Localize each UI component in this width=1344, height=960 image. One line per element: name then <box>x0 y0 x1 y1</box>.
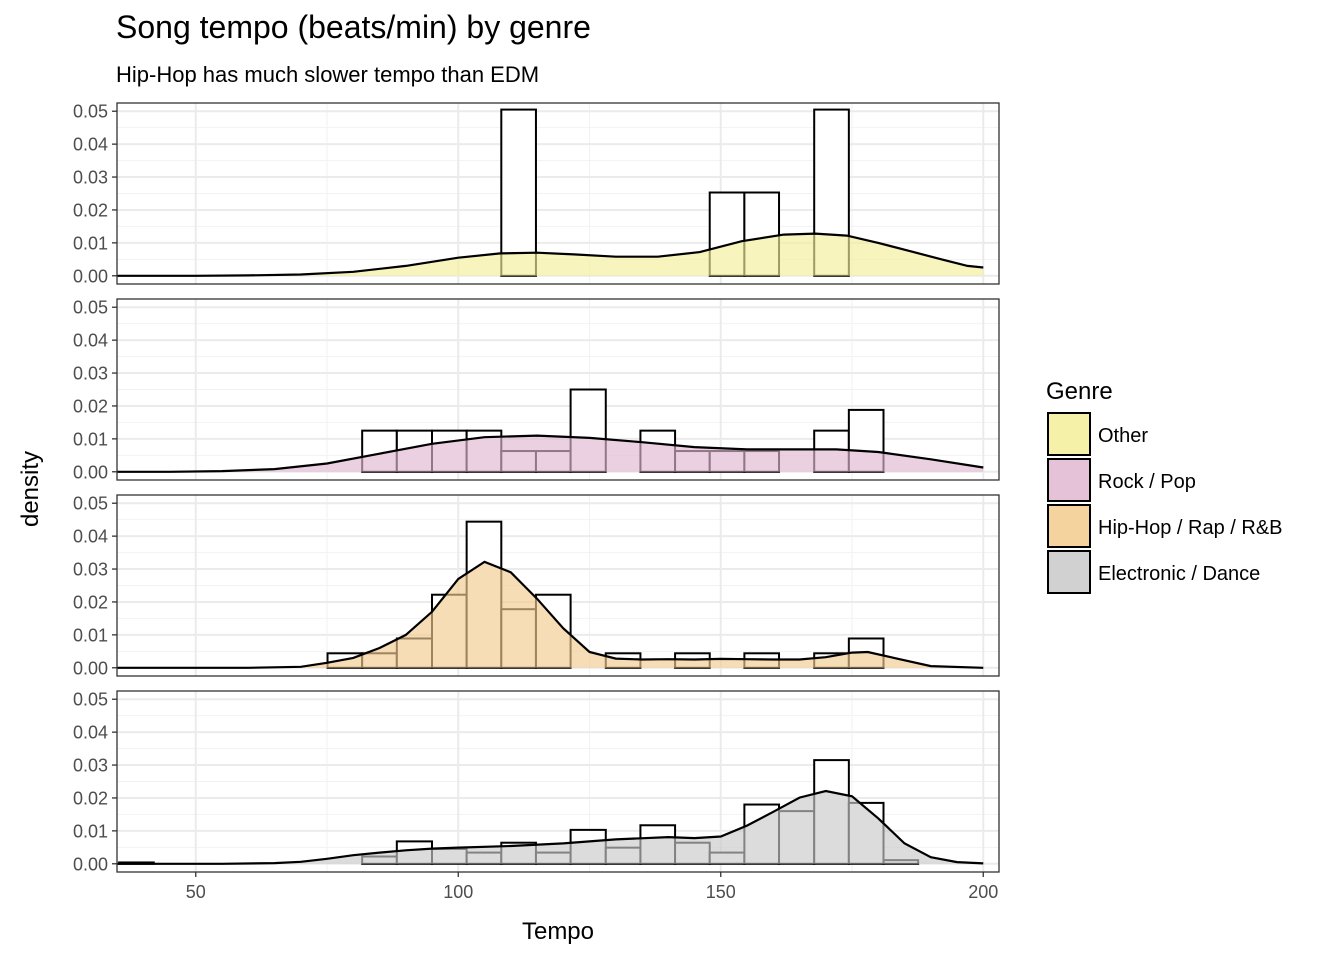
x-tick-label: 50 <box>186 882 206 902</box>
y-axis-label: density <box>17 451 44 527</box>
density-line <box>117 560 984 669</box>
y-tick-label: 0.00 <box>73 854 108 874</box>
panel-border <box>116 298 1000 481</box>
density-area <box>117 233 984 276</box>
y-tick-label: 0.05 <box>73 690 108 710</box>
panel-border <box>116 102 1000 285</box>
legend-item: Other <box>1047 412 1148 456</box>
y-tick-label: 0.00 <box>73 266 108 286</box>
y-tick-label: 0.01 <box>73 821 108 841</box>
panel-other: 0.00 0.01 0.02 0.03 0.04 0.05 <box>73 102 1000 286</box>
y-tick-label: 0.05 <box>73 494 108 514</box>
x-tick-label: 200 <box>968 882 998 902</box>
legend-label: Rock / Pop <box>1098 471 1196 493</box>
legend-title: Genre <box>1046 378 1113 405</box>
y-tick-label: 0.01 <box>73 233 108 253</box>
y-tick-label: 0.01 <box>73 625 108 645</box>
x-tick-label: 150 <box>706 882 736 902</box>
y-tick-label: 0.03 <box>73 560 108 580</box>
legend-label: Hip-Hop / Rap / R&B <box>1098 517 1283 539</box>
y-tick-label: 0.02 <box>73 788 108 808</box>
chart-title: Song tempo (beats/min) by genre <box>116 9 591 45</box>
y-tick-label: 0.00 <box>73 462 108 482</box>
legend-item: Hip-Hop / Rap / R&B <box>1047 504 1283 548</box>
histogram-bar <box>500 108 537 277</box>
chart-subtitle: Hip-Hop has much slower tempo than EDM <box>116 62 539 87</box>
panel-border <box>116 494 1000 677</box>
legend-key <box>1047 550 1091 594</box>
y-tick-label: 0.05 <box>73 102 108 122</box>
y-tick-label: 0.03 <box>73 364 108 384</box>
y-tick-label: 0.05 <box>73 298 108 318</box>
legend-key <box>1047 458 1091 502</box>
panel-hip-hop-rap-r-b: 0.00 0.01 0.02 0.03 0.04 0.05 <box>73 494 1000 678</box>
y-tick-label: 0.04 <box>73 135 108 155</box>
legend: Genre Other Rock / Pop Hip-Hop / Rap / R&B… <box>1046 378 1283 594</box>
x-axis-label: Tempo <box>522 918 594 945</box>
panel-electronic-dance: 0.00 0.01 0.02 0.03 0.04 0.05 <box>73 690 1000 874</box>
y-tick-label: 0.02 <box>73 396 108 416</box>
y-tick-label: 0.04 <box>73 331 108 351</box>
y-tick-label: 0.00 <box>73 658 108 678</box>
y-tick-label: 0.02 <box>73 200 108 220</box>
legend-item: Electronic / Dance <box>1047 550 1260 594</box>
facet-panels: 0.00 0.01 0.02 0.03 0.04 0.05 0.00 0.01 0.02 0.03… <box>73 102 1000 874</box>
legend-label: Other <box>1098 425 1148 447</box>
y-tick-label: 0.03 <box>73 168 108 188</box>
legend-label: Electronic / Dance <box>1098 563 1260 585</box>
x-tick-label: 100 <box>443 882 473 902</box>
y-tick-label: 0.04 <box>73 527 108 547</box>
panel-border <box>116 690 1000 873</box>
density-line <box>117 789 984 865</box>
density-line <box>117 434 984 473</box>
y-tick-label: 0.03 <box>73 756 108 776</box>
y-tick-label: 0.01 <box>73 429 108 449</box>
panel-rock-pop: 0.00 0.01 0.02 0.03 0.04 0.05 <box>73 298 1000 482</box>
x-axis: 50 100 150 200 <box>186 872 998 902</box>
density-area <box>117 791 984 864</box>
y-tick-label: 0.02 <box>73 592 108 612</box>
legend-key <box>1047 504 1091 548</box>
y-tick-label: 0.04 <box>73 723 108 743</box>
density-line <box>117 232 984 277</box>
legend-key <box>1047 412 1091 456</box>
legend-item: Rock / Pop <box>1047 458 1196 502</box>
